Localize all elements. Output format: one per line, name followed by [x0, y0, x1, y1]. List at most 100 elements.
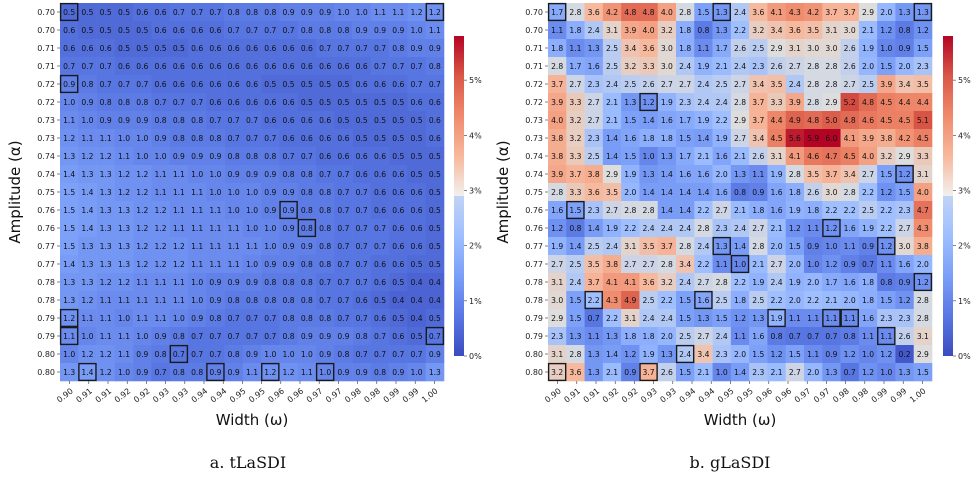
cell-value-label: 0.9 [246, 170, 258, 179]
cell-value-label: 0.8 [228, 350, 240, 359]
cell-value-label: 1.0 [191, 296, 203, 305]
cell-value-label: 0.9 [283, 224, 295, 233]
heatmap-cell [639, 39, 659, 58]
heatmap-cell [712, 21, 732, 40]
cell-value-label: 0.9 [264, 170, 276, 179]
cell-value-label: 3.4 [752, 134, 764, 143]
cell-value-label: 1.1 [825, 314, 837, 323]
heatmap-cell [96, 3, 116, 22]
colorbar-tick-label: 3% [469, 186, 482, 195]
cell-value-label: 1.5 [679, 368, 691, 377]
highlighted-cell-outline [913, 2, 933, 22]
cell-value-label: 3.5 [917, 80, 929, 89]
heatmap-cell [877, 273, 896, 292]
cell-value-label: 2.1 [825, 296, 837, 305]
cell-value-label: 1.8 [807, 206, 819, 215]
cell-value-label: 1.1 [209, 260, 221, 269]
cell-value-label: 1.3 [81, 278, 93, 287]
cell-value-label: 3.0 [661, 62, 673, 71]
cell-value-label: 1.1 [789, 314, 801, 323]
cell-value-label: 2.4 [716, 98, 728, 107]
cell-value-label: 1.3 [825, 368, 837, 377]
heatmap-cell [566, 363, 585, 382]
cell-value-label: 1.5 [624, 116, 636, 125]
heatmap-cell [224, 165, 244, 184]
cell-value-label: 1.8 [679, 44, 691, 53]
cell-value-label: 2.8 [643, 206, 655, 215]
x-tick-label: 0.93 [658, 386, 678, 404]
cell-value-label: 0.6 [301, 44, 313, 53]
heatmap-cell [913, 147, 933, 166]
heatmap-cell [895, 129, 915, 148]
heatmap-cell [133, 147, 152, 166]
cell-value-label: 1.1 [63, 332, 75, 341]
heatmap-cell [352, 327, 372, 346]
heatmap-cell [224, 183, 244, 202]
cell-value-label: 2.2 [606, 314, 618, 323]
heatmap-cell [78, 147, 97, 166]
heatmap-cell [767, 363, 787, 382]
heatmap-cell [858, 183, 878, 202]
cell-value-label: 0.7 [228, 116, 240, 125]
cell-value-label: 0.5 [392, 134, 404, 143]
cell-value-label: 1.2 [771, 350, 783, 359]
heatmap-cell [913, 237, 933, 256]
heatmap-cell [785, 291, 805, 310]
cell-value-label: 0.8 [301, 314, 313, 323]
heatmap-cell [133, 237, 152, 256]
cell-value-label: 6.0 [825, 134, 837, 143]
heatmap-cell [60, 57, 79, 76]
cell-value-label: 1.7 [551, 8, 563, 17]
heatmap-cell [96, 363, 116, 382]
heatmap-cell [767, 129, 787, 148]
heatmap-cell [877, 75, 896, 94]
cell-value-label: 0.6 [209, 98, 221, 107]
heatmap-cell [261, 291, 280, 310]
cell-value-label: 3.2 [551, 368, 563, 377]
cell-value-label: 0.7 [155, 98, 167, 107]
cell-value-label: 2.0 [807, 278, 819, 287]
cell-value-label: 3.1 [551, 350, 563, 359]
cell-value-label: 1.0 [118, 368, 130, 377]
heatmap-cell [548, 255, 567, 274]
cell-value-label: 2.6 [661, 368, 673, 377]
cell-value-label: 0.7 [319, 170, 331, 179]
heatmap-cell [785, 3, 805, 22]
heatmap-cell [78, 21, 97, 40]
y-tick-label: 0.76 [525, 224, 543, 233]
cell-value-label: 0.5 [264, 80, 276, 89]
heatmap-cell [621, 327, 640, 346]
x-tick-label: 0.98 [850, 386, 870, 404]
cell-value-label: 2.9 [734, 116, 746, 125]
heatmap-cell [151, 363, 171, 382]
cell-value-label: 1.1 [173, 296, 185, 305]
cell-value-label: 3.1 [606, 26, 618, 35]
heatmap-cell [352, 111, 372, 130]
heatmap-cell [297, 57, 317, 76]
heatmap-cell [169, 75, 189, 94]
heatmap-cell [712, 363, 732, 382]
cell-value-label: 2.5 [588, 152, 600, 161]
cell-value-label: 2.8 [807, 80, 819, 89]
heatmap-cell [621, 147, 640, 166]
heatmap-cell [188, 111, 207, 130]
cell-value-label: 3.0 [825, 188, 837, 197]
heatmap-cell [895, 327, 915, 346]
cell-value-label: 1.6 [899, 260, 911, 269]
cell-value-label: 0.7 [337, 278, 349, 287]
cell-value-label: 0.7 [191, 8, 203, 17]
cell-value-label: 2.8 [624, 206, 636, 215]
cell-value-label: 4.9 [624, 296, 636, 305]
cell-value-label: 0.9 [246, 278, 258, 287]
cell-value-label: 0.9 [63, 80, 75, 89]
cell-value-label: 0.6 [191, 44, 203, 53]
heatmap-cell [913, 363, 933, 382]
cell-value-label: 4.5 [771, 134, 783, 143]
y-axis-label: Amplitude (α) [494, 140, 512, 243]
heatmap-cell [840, 309, 860, 328]
heatmap-cell [261, 255, 280, 274]
y-axis-label: Amplitude (α) [6, 140, 24, 243]
cell-value-label: 0.9 [228, 170, 240, 179]
heatmap-cell [78, 183, 97, 202]
x-tick-label: 0.96 [286, 386, 306, 404]
